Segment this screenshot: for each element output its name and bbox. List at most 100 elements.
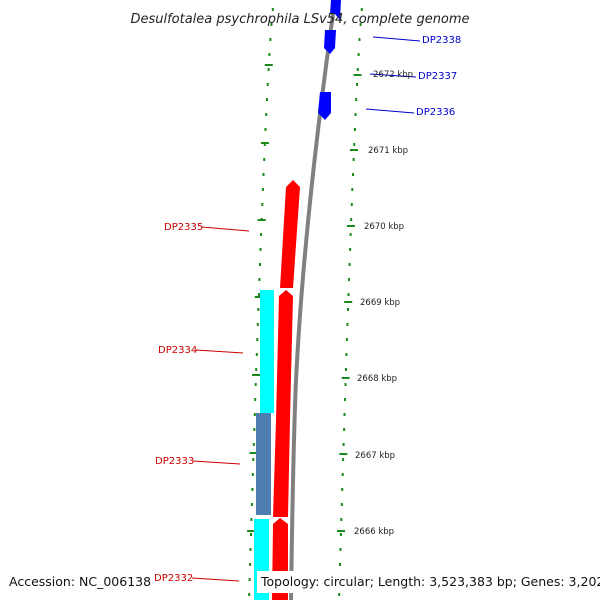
inner-ring-tick [265, 113, 268, 116]
inner-ring-tick [248, 578, 251, 581]
inner-ring-tick [249, 548, 252, 551]
outer-ring-tick [353, 143, 356, 146]
inner-ring-tick [264, 128, 267, 131]
inner-ring-tick [255, 368, 258, 371]
outer-ring-tick [339, 563, 341, 566]
gene-dp2338-leader [372, 36, 421, 42]
map-title: Desulfotalea psychrophila LSv54, complet… [130, 12, 469, 27]
topology-backdrop [257, 571, 593, 593]
inner-ring-tick [253, 413, 256, 416]
inner-ring-tick [263, 143, 266, 146]
inner-ring-major-tick [257, 219, 266, 221]
outer-ring-tick [348, 263, 351, 266]
inner-ring-major-tick [264, 64, 273, 66]
outer-ring-tick [345, 338, 348, 341]
outer-ring-tick [348, 278, 350, 281]
gene-dp2335-label[interactable]: DP2335 [164, 222, 203, 233]
inner-ring-tick [256, 338, 259, 341]
outer-ring-tick [340, 518, 343, 521]
inner-ring-tick [257, 308, 260, 311]
inner-ring-major-tick [249, 452, 258, 454]
inner-ring-tick [270, 23, 273, 26]
gene-dp2332-label[interactable]: DP2332 [154, 573, 193, 584]
inner-ring-tick [268, 53, 271, 56]
outer-ring-tick [353, 128, 356, 131]
outer-ring-tick [342, 458, 345, 461]
inner-ring-tick [248, 593, 251, 596]
gene-dp2334-label[interactable]: DP2334 [158, 345, 197, 356]
inner-ring-tick [252, 443, 255, 446]
scale-labels: 2672 kbp 2671 kbp 2670 kbp 2669 kbp 2668… [354, 70, 413, 537]
topology-text: Topology: circular; Length: 3,523,383 bp… [260, 574, 600, 589]
scale-label-2669: 2669 kbp [360, 298, 400, 308]
inner-ring-tick [269, 38, 272, 41]
outer-ring-tick [339, 533, 342, 536]
outer-ring-tick [349, 248, 352, 251]
outer-ring-tick [347, 293, 350, 296]
gene-dp2335-shape [280, 180, 300, 288]
gene-labels: DP2338 DP2337 DP2336 DP2335 DP2334 DP233… [154, 35, 461, 584]
gene-dp2336-leader [365, 108, 415, 114]
scale-label-2667: 2667 kbp [355, 451, 395, 461]
inner-ring-tick [250, 518, 253, 521]
outer-ring-tick [341, 473, 344, 476]
outer-ring-tick [341, 488, 344, 491]
gene-dp2337-label[interactable]: DP2337 [418, 71, 457, 82]
outer-ring-major-tick [339, 453, 348, 455]
outer-ring-tick [355, 98, 358, 101]
inner-ring-tick [251, 473, 254, 476]
inner-ring-tick [266, 83, 269, 86]
inner-ring-tick [259, 263, 261, 266]
inner-ring-tick [254, 398, 257, 401]
outer-ring-tick [357, 53, 360, 56]
gene-dp2337-shape [324, 30, 336, 54]
scale-label-2671: 2671 kbp [368, 146, 408, 156]
cyan-feature-top [260, 290, 274, 413]
outer-ring-major-tick [341, 377, 350, 379]
inner-ring-tick [250, 503, 253, 506]
inner-ring-tick [256, 323, 259, 326]
gene-dp2337-leader [369, 73, 417, 78]
scale-label-2670: 2670 kbp [364, 222, 404, 232]
inner-ring-tick [253, 428, 256, 431]
genome-backbone [289, 0, 337, 600]
inner-ring-tick [250, 533, 252, 536]
outer-ring-tick [352, 158, 355, 161]
outer-ring-tick [349, 233, 352, 236]
outer-ring-tick [343, 413, 346, 416]
gene-dp2333-label[interactable]: DP2333 [155, 456, 194, 467]
outer-ring-tick [345, 353, 348, 356]
outer-ring-tick [344, 398, 346, 401]
outer-ring-tick [343, 428, 346, 431]
steelblue-feature [256, 413, 271, 515]
inner-ring-tick [263, 158, 266, 161]
inner-ring-major-tick [252, 374, 260, 376]
outer-ring-major-tick [349, 149, 358, 151]
inner-ring-tick [261, 188, 264, 191]
gene-dp2338-shape [330, 0, 341, 20]
outer-ring-tick [347, 308, 349, 311]
gene-dp2333-shape [273, 420, 290, 517]
outer-ring-tick [339, 548, 342, 551]
outer-ring-major-tick [353, 74, 362, 76]
feature-track [254, 290, 274, 600]
inner-ring-tick [249, 563, 252, 566]
forward-genes [318, 0, 341, 120]
scale-label-2672: 2672 kbp [373, 70, 413, 80]
outer-ring-tick [342, 443, 345, 446]
inner-ring-tick [259, 248, 262, 251]
outer-ring-tick [340, 503, 343, 506]
inner-ring-tick [257, 293, 260, 296]
inner-ring-tick [251, 488, 254, 491]
gene-dp2336-label[interactable]: DP2336 [416, 107, 455, 118]
inner-ring-major-tick [260, 142, 269, 144]
outer-ring-tick [344, 383, 347, 386]
gene-dp2334-shape [276, 290, 293, 420]
inner-ring-tick [262, 173, 265, 176]
inner-ring-major-tick [247, 530, 256, 532]
inner-ring-tick [258, 278, 261, 281]
outer-ring-tick [354, 113, 357, 116]
outer-ring-tick [360, 8, 363, 11]
gene-dp2338-label[interactable]: DP2338 [422, 35, 461, 46]
gene-dp2332-leader [191, 577, 240, 582]
